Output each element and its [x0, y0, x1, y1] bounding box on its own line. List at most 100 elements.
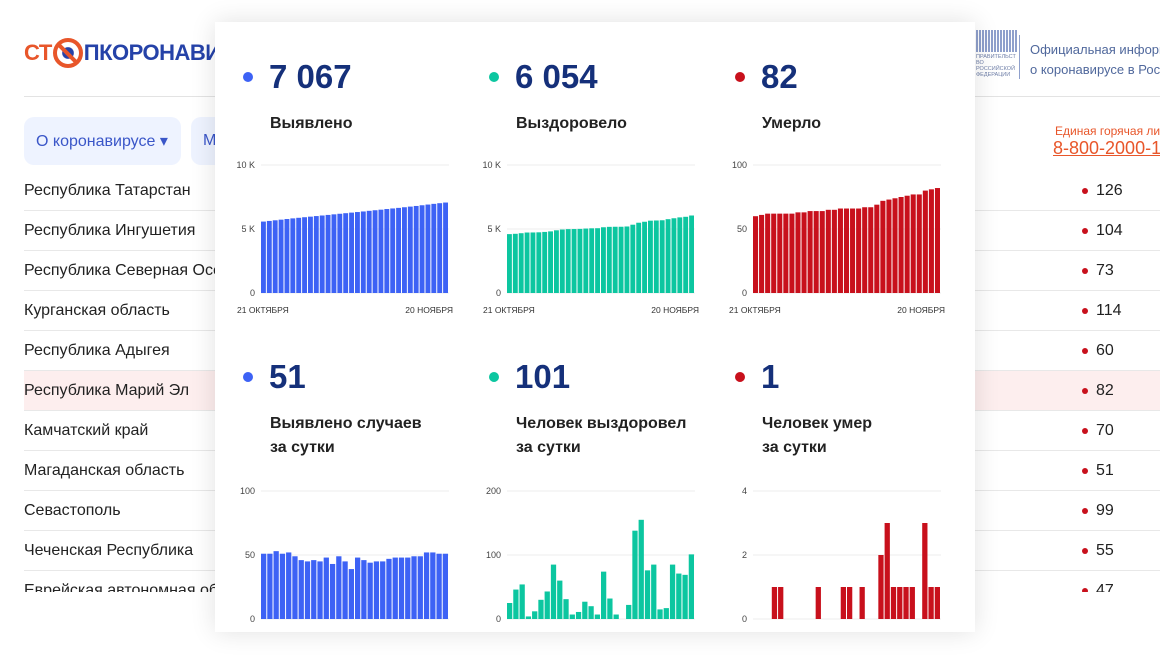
region-value: 114	[1082, 302, 1122, 320]
region-name: Чеченская Республика	[24, 541, 194, 559]
bar	[437, 203, 443, 293]
bar	[507, 603, 513, 619]
x-tick-label: 22 ОКТЯБРЯ	[729, 631, 781, 632]
bar	[405, 557, 411, 619]
bar	[813, 211, 819, 293]
stat-value: 82	[735, 58, 798, 96]
dot-icon	[1082, 467, 1088, 474]
bar	[544, 591, 550, 619]
bar	[319, 215, 325, 293]
bar	[583, 228, 589, 293]
bar	[525, 616, 532, 619]
bar	[825, 209, 831, 293]
nav-about-coronavirus[interactable]: О коронавирусе ▾	[24, 117, 181, 165]
bar-chart: 0 50 100 22 ОКТЯБРЯ 20 НОЯБРЯ	[237, 483, 457, 632]
bar	[398, 557, 405, 619]
stat-label: Выявлено	[270, 115, 353, 132]
y-tick-label: 4	[742, 486, 747, 496]
government-logo[interactable]: ПРАВИТЕЛЬСТВО РОССИЙСКОЙ ФЕДЕРАЦИИ	[976, 30, 1018, 80]
bar	[361, 560, 367, 619]
bar	[859, 587, 865, 619]
bar	[594, 614, 600, 619]
dot-icon	[1082, 187, 1088, 194]
x-tick-label: 20 НОЯБРЯ	[405, 631, 453, 632]
bar	[575, 611, 582, 619]
bar	[554, 230, 559, 293]
x-tick-label: 21 ОКТЯБРЯ	[729, 305, 781, 315]
bar	[355, 212, 360, 293]
bar	[417, 556, 423, 619]
bar	[507, 234, 512, 293]
bar	[636, 222, 642, 293]
bar	[651, 564, 657, 619]
bar	[880, 200, 886, 293]
x-tick-label: 22 ОКТЯБРЯ	[483, 631, 535, 632]
bar	[648, 220, 653, 293]
y-tick-label: 0	[742, 614, 747, 624]
region-name: Республика Адыгея	[24, 341, 170, 359]
region-name: Республика Ингушетия	[24, 221, 196, 239]
hotline-label: Единая горячая ли	[1055, 124, 1160, 138]
bar	[607, 598, 613, 619]
y-tick-label: 0	[250, 288, 255, 298]
bar	[910, 194, 916, 293]
bar-chart: 0 100 200 22 ОКТЯБРЯ 20 НОЯБРЯ	[483, 483, 703, 632]
bar	[323, 557, 329, 619]
region-name: Камчатский край	[24, 421, 149, 439]
region-value: 55	[1082, 542, 1114, 560]
divider	[1019, 35, 1020, 79]
bar	[644, 570, 651, 619]
bar	[934, 587, 940, 619]
bar	[577, 228, 583, 293]
bar	[296, 217, 302, 293]
y-tick-label: 200	[486, 486, 501, 496]
stat-card: 82 Умерло 0 50 100 21 ОКТЯБРЯ 20 НОЯБРЯ	[707, 22, 953, 322]
bar	[343, 213, 349, 293]
stopcoronavirus-logo[interactable]: СТ ПКОРОНАВИ	[24, 38, 221, 68]
dot-icon	[1082, 547, 1088, 554]
bar	[683, 216, 689, 293]
bar	[411, 556, 417, 619]
dot-icon	[1082, 507, 1088, 514]
y-tick-label: 0	[250, 614, 255, 624]
bar	[442, 553, 448, 619]
x-tick-label: 20 НОЯБРЯ	[405, 305, 453, 315]
bar	[559, 229, 565, 293]
bar	[272, 220, 278, 293]
bar	[372, 210, 378, 293]
hotline-phone-link[interactable]: 8-800-2000-1	[1053, 138, 1160, 158]
y-tick-label: 100	[732, 160, 747, 170]
x-tick-label: 20 НОЯБРЯ	[651, 305, 699, 315]
bar	[922, 190, 928, 293]
bar	[273, 551, 279, 619]
bar	[588, 606, 594, 619]
bar	[624, 226, 630, 293]
bar	[789, 213, 795, 293]
dot-icon	[1082, 307, 1088, 314]
dot-icon	[243, 72, 253, 82]
y-tick-label: 100	[486, 550, 501, 560]
bar	[396, 207, 401, 293]
bar	[582, 601, 588, 619]
bar	[532, 611, 538, 619]
dot-icon	[1082, 267, 1088, 274]
virus-stop-icon	[52, 38, 83, 68]
bar	[850, 208, 856, 293]
bar	[837, 208, 843, 293]
bar	[261, 553, 267, 619]
stat-label: Выздоровело	[516, 115, 627, 132]
bar	[612, 226, 618, 293]
bar	[819, 211, 825, 293]
dot-icon	[735, 72, 745, 82]
official-info-link[interactable]: Официальная информао коронавирусе в Росс	[1030, 42, 1160, 77]
x-tick-label: 21 ОКТЯБРЯ	[237, 305, 289, 315]
bar	[862, 207, 868, 293]
bar	[638, 519, 644, 619]
bar	[402, 207, 407, 293]
bar	[386, 558, 392, 619]
bar	[601, 571, 607, 619]
bar	[676, 573, 682, 619]
